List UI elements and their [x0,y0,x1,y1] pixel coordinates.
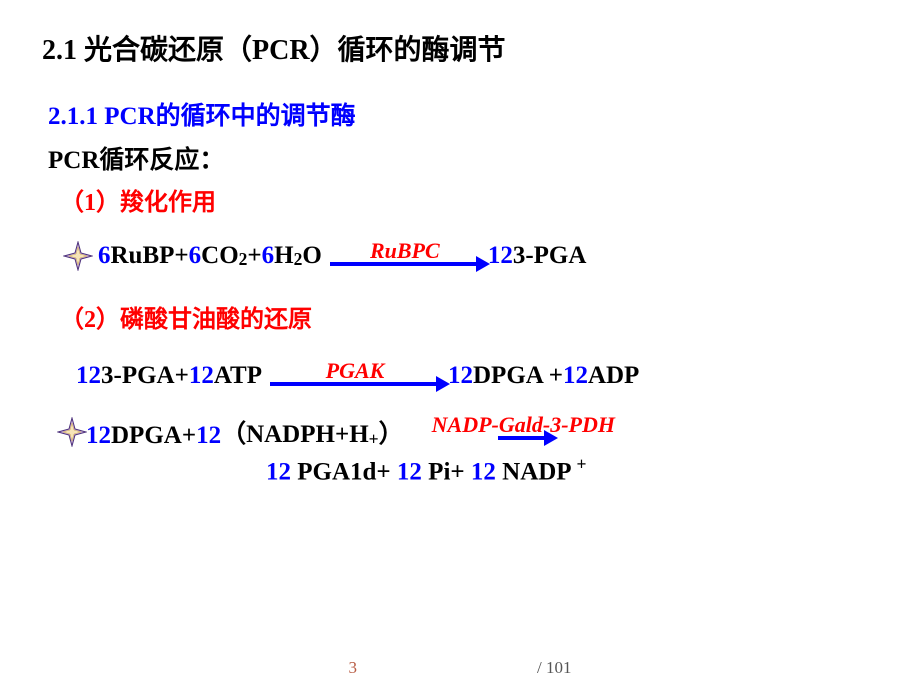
arrow-line-icon [498,436,548,440]
slide-title: 2.1 光合碳还原（PCR）循环的酶调节 [42,28,878,68]
slide-content: 2.1 光合碳还原（PCR）循环的酶调节 2.1.1 PCR的循环中的调节酶 P… [0,0,920,486]
page-total: / 101 [537,658,571,678]
step-2-label: （2）磷酸甘油酸的还原 [42,299,878,334]
step-1-label: （1）羧化作用 [42,182,878,217]
coef: 12 [76,362,101,390]
coef: 12 [488,242,513,270]
formula-text: DPGA + [473,362,563,390]
subscript: 2 [294,249,303,270]
enzyme-label: NADP-Gald-3-PDH [432,412,615,438]
enzyme-label: RuBPC [370,238,440,264]
formula-text: DPGA+ [111,422,196,450]
coef: 6 [189,242,202,270]
coef: 12 [86,422,111,450]
formula-text: Pi+ [428,458,464,485]
reaction-arrow: NADP-Gald-3-PDH [432,412,615,440]
superscript: + [576,454,586,474]
formula-text: O [302,242,321,270]
page-number: 3 [349,658,358,678]
formula-text: 3-PGA+ [101,362,189,390]
equation-1: 6 RuBP+ 6 CO 2 + 6 H 2 O RuBPC 12 3-PGA [42,241,878,271]
equation-2: 12 3-PGA+ 12 ATP PGAK 12 DPGA + 12 ADP [42,362,878,390]
arrow-line-icon [270,382,440,386]
formula-text: （NADPH+H [221,414,369,450]
formula-text: CO [201,242,239,270]
formula-text: RuBP+ [111,242,189,270]
formula-text: H [274,242,293,270]
coef: 12 [189,362,214,390]
subscript: 2 [239,249,248,270]
formula-text: 3-PGA [513,242,587,270]
reaction-arrow: RuBPC [330,238,480,266]
reaction-arrow: PGAK [270,358,440,386]
formula-text: ADP [588,362,639,390]
star-icon [63,241,93,271]
formula-text: ATP [214,362,262,390]
coef: 12 [563,362,588,390]
formula-text: NADP [502,458,570,485]
arrow-line-icon [330,262,480,266]
equation-3: 12 DPGA+ 12 （NADPH+H + ） NADP-Gald-3-PDH… [42,414,878,486]
coef: 12 [266,458,291,485]
section-subtitle: 2.1.1 PCR的循环中的调节酶 [42,96,878,132]
footer: 3 / 101 [0,658,920,678]
formula-text: ） [379,414,404,450]
coef: 6 [98,242,111,270]
formula-text: + [247,242,261,270]
superscript: + [369,429,379,450]
star-icon [57,417,87,447]
coef: 12 [397,458,422,485]
coef: 12 [448,362,473,390]
section-subheader: PCR循环反应： [42,140,878,176]
coef: 12 [471,458,496,485]
enzyme-label: PGAK [326,358,385,384]
coef: 6 [262,242,275,270]
coef: 12 [196,422,221,450]
formula-text: PGA1d+ [297,458,390,485]
